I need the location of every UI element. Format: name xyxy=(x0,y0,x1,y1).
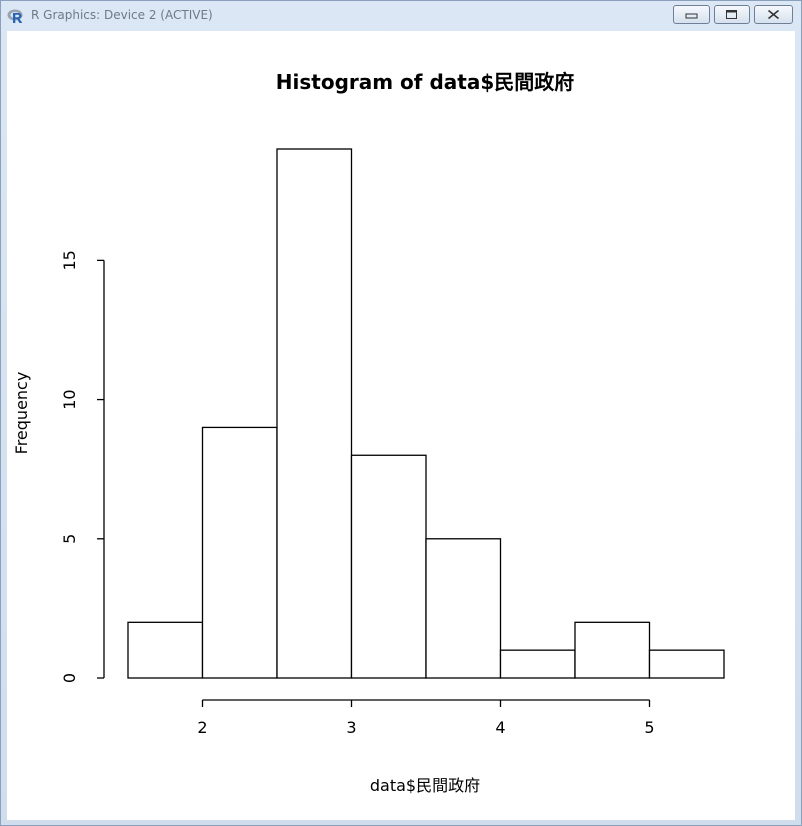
histogram-bar xyxy=(574,621,651,679)
close-button[interactable] xyxy=(754,5,793,24)
r-logo-icon xyxy=(7,8,25,24)
histogram-bar xyxy=(276,148,353,679)
y-tick-label: 10 xyxy=(60,389,79,409)
x-tick-label: 3 xyxy=(346,718,356,737)
x-axis: 2 3 4 5 xyxy=(197,699,655,737)
histogram-bar xyxy=(648,649,725,679)
histogram-chart: Histogram of data$民間政府 data$民間政府 Frequen… xyxy=(12,70,725,795)
histogram-bar xyxy=(201,426,278,679)
minimize-button[interactable] xyxy=(673,5,710,24)
y-axis: 0 5 10 15 xyxy=(60,250,105,683)
x-tick-label: 4 xyxy=(495,718,505,737)
histogram-bar xyxy=(499,649,576,679)
y-axis-label: Frequency xyxy=(12,372,31,455)
window-title: R Graphics: Device 2 (ACTIVE) xyxy=(31,8,213,22)
histogram-bar xyxy=(127,621,204,679)
y-tick-label: 5 xyxy=(60,534,79,544)
y-tick-label: 0 xyxy=(60,673,79,683)
histogram-bar xyxy=(350,454,427,679)
histogram-bar xyxy=(425,538,502,679)
plot-area: Histogram of data$民間政府 data$民間政府 Frequen… xyxy=(7,31,795,820)
maximize-button[interactable] xyxy=(714,5,750,24)
x-tick-label: 2 xyxy=(197,718,207,737)
x-tick-label: 5 xyxy=(644,718,654,737)
maximize-icon xyxy=(726,10,737,19)
title-bar[interactable]: R Graphics: Device 2 (ACTIVE) xyxy=(1,1,801,31)
y-tick-label: 15 xyxy=(60,250,79,270)
chart-title: Histogram of data$民間政府 xyxy=(276,70,574,94)
bars-group xyxy=(127,148,725,679)
close-icon xyxy=(768,9,779,20)
x-axis-label: data$民間政府 xyxy=(370,776,480,795)
minimize-icon xyxy=(685,13,698,19)
